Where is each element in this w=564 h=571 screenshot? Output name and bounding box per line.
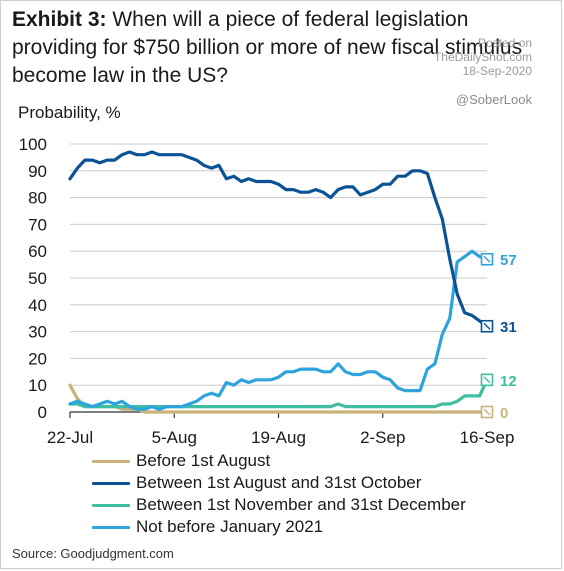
x-tick-label: 5-Aug bbox=[152, 428, 197, 447]
legend-item: Between 1st August and 31st October bbox=[92, 472, 466, 494]
end-marker-diag-2 bbox=[483, 376, 491, 384]
legend-item: Between 1st November and 31st December bbox=[92, 494, 466, 516]
y-tick-label: 30 bbox=[28, 323, 47, 342]
end-value-label: 31 bbox=[500, 319, 517, 336]
legend-swatch bbox=[92, 459, 130, 463]
y-tick-label: 90 bbox=[28, 162, 47, 181]
y-tick-label: 70 bbox=[28, 215, 47, 234]
series-line-1 bbox=[68, 150, 489, 328]
end-value-label: 0 bbox=[500, 405, 508, 422]
x-tick-label: 22-Jul bbox=[47, 428, 93, 447]
watermark-line1: Posted on bbox=[477, 36, 532, 50]
y-tick-label: 10 bbox=[28, 376, 47, 395]
y-tick-label: 60 bbox=[28, 242, 47, 261]
x-tick-label: 2-Sep bbox=[360, 428, 405, 447]
legend-label: Before 1st August bbox=[136, 451, 271, 470]
y-tick-label: 100 bbox=[19, 135, 47, 154]
y-axis-label: Probability, % bbox=[18, 103, 121, 122]
legend-item: Before 1st August bbox=[92, 450, 466, 472]
y-tick-label: 0 bbox=[38, 403, 47, 422]
watermark: Posted on TheDailyShot.com 18-Sep-2020 bbox=[422, 36, 532, 78]
x-tick-label: 19-Aug bbox=[251, 428, 306, 447]
end-marker-diag-1 bbox=[483, 322, 491, 330]
series-line-2 bbox=[68, 378, 489, 409]
end-value-label: 12 bbox=[500, 373, 517, 390]
end-marker-diag-0 bbox=[483, 408, 491, 416]
legend-label: Between 1st November and 31st December bbox=[136, 495, 466, 514]
legend-swatch bbox=[92, 525, 130, 529]
x-tick-label: 16-Sep bbox=[460, 428, 515, 447]
series-line-3 bbox=[68, 249, 489, 411]
legend-label: Not before January 2021 bbox=[136, 517, 324, 536]
legend-swatch bbox=[92, 503, 130, 507]
end-marker-diag-3 bbox=[483, 255, 491, 263]
legend-label: Between 1st August and 31st October bbox=[136, 473, 422, 492]
chart-legend: Before 1st August Between 1st August and … bbox=[92, 450, 466, 538]
end-value-label: 57 bbox=[500, 252, 517, 269]
exhibit-label: Exhibit 3: bbox=[12, 8, 107, 31]
author-handle: @SoberLook bbox=[455, 92, 532, 107]
source-note: Source: Goodjudgment.com bbox=[12, 546, 174, 561]
y-tick-label: 50 bbox=[28, 269, 47, 288]
title-text: When will a piece of federal legislation… bbox=[12, 8, 523, 87]
legend-swatch bbox=[92, 481, 130, 485]
y-tick-label: 80 bbox=[28, 189, 47, 208]
watermark-line2: TheDailyShot.com bbox=[433, 50, 532, 64]
y-tick-label: 40 bbox=[28, 296, 47, 315]
figure-title: Exhibit 3: When will a piece of federal … bbox=[12, 6, 552, 90]
watermark-line3: 18-Sep-2020 bbox=[462, 64, 532, 78]
legend-item: Not before January 2021 bbox=[92, 516, 466, 538]
y-tick-label: 20 bbox=[28, 349, 47, 368]
